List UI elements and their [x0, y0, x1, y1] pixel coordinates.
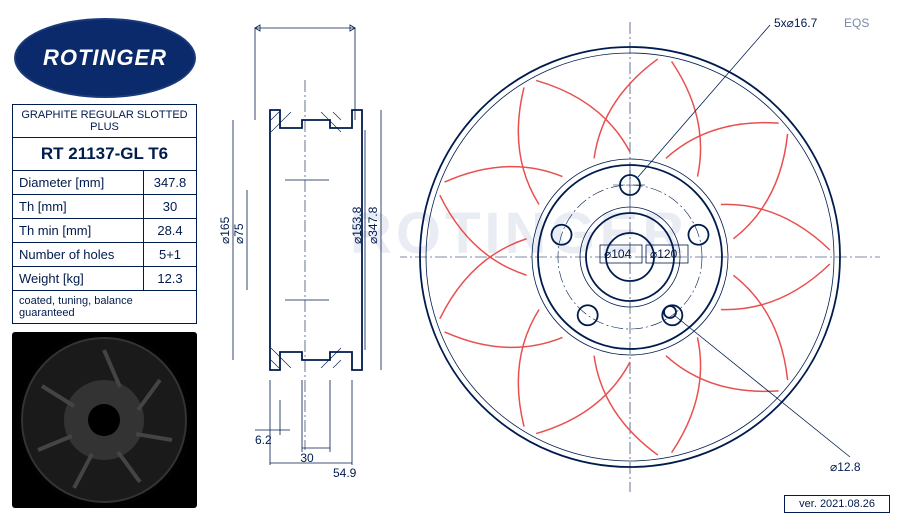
spec-table: GRAPHITE REGULAR SLOTTED PLUS RT 21137-G… — [12, 104, 197, 324]
dim-6-2: 6.2 — [255, 433, 272, 447]
spec-label: Diameter [mm] — [13, 171, 144, 194]
dim-d347: ⌀347.8 — [366, 206, 380, 244]
dim-d165: ⌀165 — [218, 216, 232, 244]
version-text: ver. 2021.08.26 — [799, 498, 875, 510]
brand-logo: ROTINGER ® — [14, 18, 196, 98]
version-box: ver. 2021.08.26 — [784, 495, 890, 513]
dim-bolt-pattern: 5x⌀16.7 — [774, 16, 818, 30]
dim-54-9: 54.9 — [333, 466, 357, 480]
product-type: GRAPHITE REGULAR SLOTTED PLUS — [13, 105, 196, 137]
side-view-drawing: ⌀165 ⌀75 ⌀153.8 ⌀347.8 6.2 30 54.9 — [215, 20, 395, 490]
spec-label: Th min [mm] — [13, 219, 144, 242]
dim-d75: ⌀75 — [232, 223, 246, 244]
dim-d153: ⌀153.8 — [350, 206, 364, 244]
registered-mark: ® — [177, 24, 184, 35]
product-photo — [12, 332, 197, 508]
product-note: coated, tuning, balance guaranteed — [13, 291, 196, 323]
spec-value: 5+1 — [144, 243, 196, 266]
spec-value: 30 — [144, 195, 196, 218]
spec-value: 347.8 — [144, 171, 196, 194]
front-view-drawing: ⌀104 ⌀120 5x⌀16.7 EQS ⌀12.8 — [400, 12, 880, 492]
eqs-label: EQS — [844, 16, 869, 30]
spec-label: Th [mm] — [13, 195, 144, 218]
spec-value: 12.3 — [144, 267, 196, 290]
spec-label: Weight [kg] — [13, 267, 144, 290]
spec-value: 28.4 — [144, 219, 196, 242]
brand-name: ROTINGER — [43, 45, 167, 71]
part-number: RT 21137-GL T6 — [13, 138, 196, 170]
dim-d12-8: ⌀12.8 — [830, 460, 861, 474]
dim-d120: ⌀120 — [650, 247, 678, 261]
spec-label: Number of holes — [13, 243, 144, 266]
dim-d104: ⌀104 — [604, 247, 632, 261]
